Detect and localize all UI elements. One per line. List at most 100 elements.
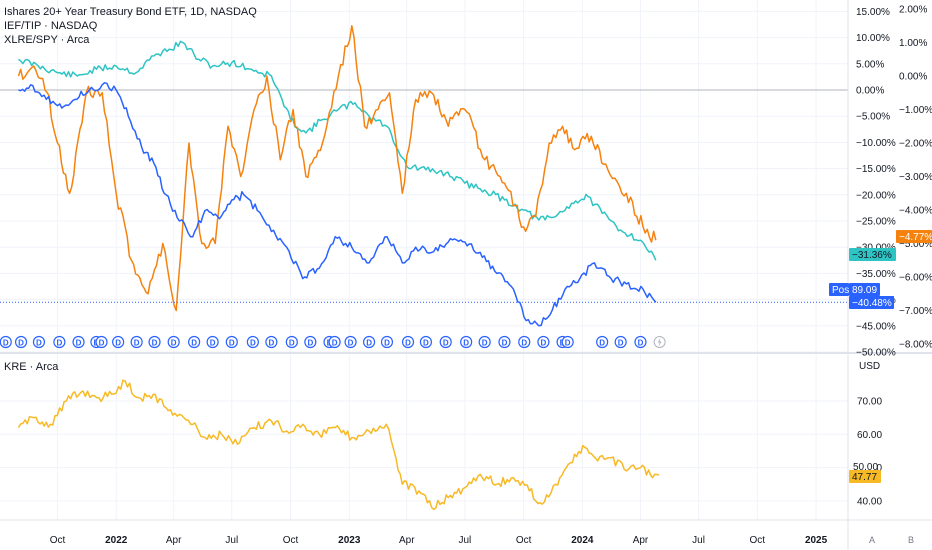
dividend-marker[interactable]: D — [419, 335, 433, 349]
dividend-marker-circle — [72, 335, 85, 349]
dividend-marker-letter: D — [541, 339, 547, 348]
dividend-marker-circle — [634, 335, 647, 349]
dividend-marker-letter: D — [599, 339, 605, 348]
time-axis-tick-label: Oct — [283, 535, 299, 546]
lower-scale-tick-label: 40.00 — [857, 496, 882, 507]
dividend-marker[interactable]: D — [246, 335, 259, 349]
lightning-icon-glyph — [657, 337, 662, 347]
auto-scale-button: A — [869, 535, 875, 545]
dividend-marker[interactable]: D — [634, 335, 647, 349]
dividend-marker[interactable]: D — [188, 335, 201, 349]
left-scale-tick-label: −5.00% — [856, 112, 890, 123]
dividend-marker[interactable]: D — [14, 335, 28, 349]
dividend-marker[interactable]: D — [72, 335, 85, 349]
left-scale-tick-label: −15.00% — [856, 164, 896, 175]
legend-lower-symbol[interactable]: KRE · Arca — [4, 361, 59, 373]
series-line-tlt[interactable] — [18, 82, 657, 327]
dividend-marker-circle — [188, 335, 201, 349]
time-axis-tick-label: Oct — [750, 535, 766, 546]
dividend-marker-letter: D — [502, 339, 508, 348]
dividend-marker[interactable]: D — [439, 335, 452, 349]
dividend-marker-letter: D — [76, 339, 82, 348]
series-line-xlre-spy[interactable] — [17, 25, 657, 312]
time-axis-tick-label: Oct — [50, 535, 66, 546]
dividend-marker-letter: D — [384, 339, 390, 348]
dividend-marker-letter: D — [3, 339, 9, 348]
left-scale-tick-label: −20.00% — [856, 190, 896, 201]
dividend-marker[interactable]: D — [380, 335, 394, 349]
dividend-marker-circle — [561, 335, 574, 349]
dividend-marker[interactable]: D — [225, 335, 238, 349]
scale-toggle-button: B — [908, 535, 914, 545]
dividend-marker[interactable]: D — [561, 335, 574, 349]
dividend-marker-circle — [328, 335, 341, 349]
dividend-marker[interactable]: D — [344, 335, 357, 349]
dividend-marker[interactable]: D — [478, 335, 491, 349]
dividend-marker-letter: D — [115, 339, 121, 348]
dividend-marker[interactable]: D — [537, 335, 550, 349]
dividend-marker-circle — [225, 335, 238, 349]
dividend-marker[interactable]: D — [95, 335, 108, 349]
right-scale-tick-label: −1.00% — [899, 105, 932, 116]
dividend-marker[interactable]: D — [498, 335, 511, 349]
dividend-marker-letter: D — [134, 339, 140, 348]
time-axis-tick-label: Apr — [399, 535, 415, 546]
left-scale-tick-label: −10.00% — [856, 138, 896, 149]
dividend-marker-letter: D — [229, 339, 235, 348]
dividend-marker-letter: D — [618, 339, 624, 348]
series-line-kre[interactable] — [17, 379, 660, 511]
dividend-marker[interactable]: D — [53, 335, 66, 349]
time-axis-tick-label: 2025 — [805, 535, 828, 546]
dividend-marker[interactable]: D — [328, 335, 341, 349]
dividend-marker[interactable]: D — [265, 335, 278, 349]
left-scale-tick-label: 10.00% — [856, 33, 890, 44]
dividend-marker[interactable]: D — [401, 335, 415, 349]
kre-value-badge[interactable]: 47.77 — [849, 470, 881, 483]
dividend-marker[interactable]: D — [167, 335, 180, 349]
dividend-marker[interactable]: D — [362, 335, 376, 349]
dividend-marker-circle — [0, 335, 12, 349]
grid-lines — [0, 0, 848, 520]
post-label-badge[interactable]: Post — [829, 283, 852, 296]
lower-scale-tick-label: 60.00 — [857, 430, 882, 441]
dividend-marker-circle — [206, 335, 219, 349]
dividend-marker-circle — [265, 335, 278, 349]
legend-compare-xlre-spy[interactable]: XLRE/SPY · Arca — [4, 34, 90, 46]
lightning-icon[interactable] — [653, 336, 666, 348]
dividend-marker[interactable]: D — [460, 335, 473, 349]
dividend-marker[interactable]: D — [112, 335, 125, 349]
dividend-marker[interactable]: D — [32, 335, 46, 349]
blue-value-badge-text: −40.48% — [852, 298, 892, 309]
dividend-marker-letter: D — [638, 339, 644, 348]
dividend-marker[interactable]: D — [0, 335, 12, 349]
right-scale-tick-label: −7.00% — [899, 306, 932, 317]
dividend-marker[interactable]: D — [614, 335, 627, 349]
time-axis-tick-label: Oct — [516, 535, 532, 546]
teal-value-badge[interactable]: −31.36% — [849, 248, 896, 261]
orange-value-badge-text: −4.77% — [899, 232, 932, 243]
right-scale-tick-label: −6.00% — [899, 273, 932, 284]
dividend-marker[interactable]: D — [596, 335, 609, 349]
post-price-badge[interactable]: 89.09 — [849, 283, 880, 296]
blue-value-badge[interactable]: −40.48% — [849, 296, 894, 309]
dividend-marker[interactable]: D — [206, 335, 219, 349]
legend-main-symbol[interactable]: Ishares 20+ Year Treasury Bond ETF, 1D, … — [4, 6, 257, 18]
dividend-marker[interactable]: D — [130, 335, 143, 349]
dividend-marker[interactable]: D — [148, 335, 161, 349]
left-scale-tick-label: −35.00% — [856, 269, 896, 280]
post-price-badge-text: 89.09 — [852, 285, 877, 296]
kre-value-badge-text: 47.77 — [852, 472, 877, 483]
dividend-marker[interactable]: D — [304, 335, 317, 349]
dividend-marker[interactable]: D — [518, 335, 531, 349]
dividend-marker-circle — [596, 335, 609, 349]
time-axis-tick-label: Jul — [458, 535, 471, 546]
legend-compare-ief-tip[interactable]: IEF/TIP · NASDAQ — [4, 20, 98, 32]
teal-value-badge-text: −31.36% — [852, 250, 892, 261]
dividend-marker[interactable]: D — [285, 335, 298, 349]
dividend-marker-letter: D — [191, 339, 197, 348]
series-line-ief-tip[interactable] — [18, 40, 657, 261]
left-scale-tick-label: −25.00% — [856, 217, 896, 228]
orange-value-badge[interactable]: −4.77% — [896, 230, 932, 243]
